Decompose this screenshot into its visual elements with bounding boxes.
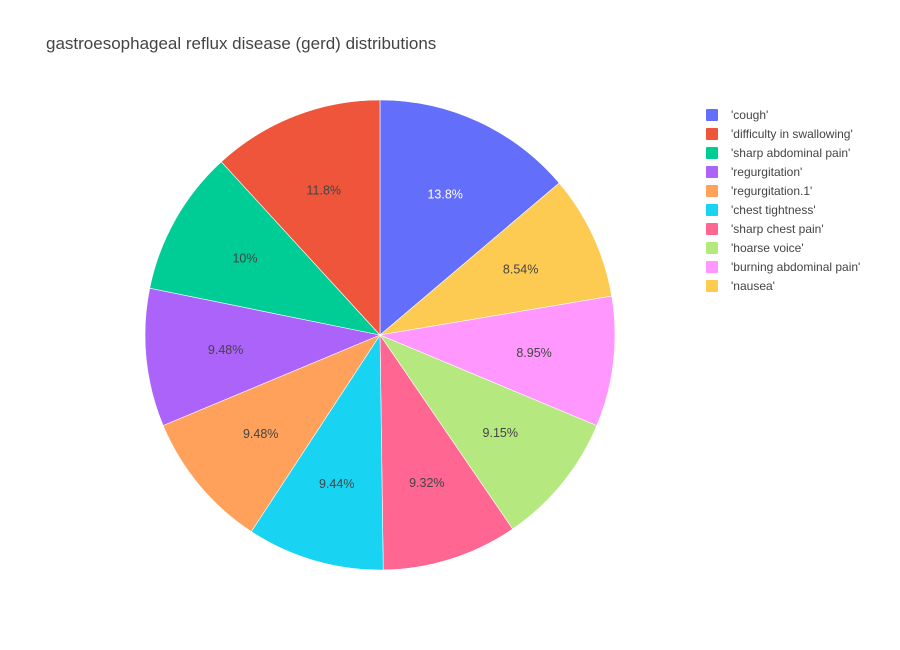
legend-swatch xyxy=(706,279,718,292)
legend-item-6[interactable]: 'sharp chest pain' xyxy=(706,219,860,238)
pie-slice-8[interactable] xyxy=(149,161,381,336)
slice-label-9: 11.8% xyxy=(307,183,342,197)
legend-swatch xyxy=(706,260,718,273)
slice-label-7: 9.48% xyxy=(208,343,243,357)
legend-label: 'difficulty in swallowing' xyxy=(731,126,853,141)
legend-swatch xyxy=(706,165,718,178)
pie-slice-4[interactable] xyxy=(379,334,514,571)
legend-item-1[interactable]: 'difficulty in swallowing' xyxy=(706,124,860,143)
pie-slice-2[interactable] xyxy=(378,295,616,427)
pie-slice-0[interactable] xyxy=(379,99,560,336)
legend-item-8[interactable]: 'burning abdominal pain' xyxy=(706,257,860,276)
slice-label-1: 8.54% xyxy=(503,263,538,277)
legend-swatch xyxy=(706,241,718,254)
legend-label: 'nausea' xyxy=(731,278,775,293)
legend-label: 'regurgitation' xyxy=(731,164,803,179)
slice-label-5: 9.44% xyxy=(319,477,354,491)
legend-label: 'hoarse voice' xyxy=(731,240,804,255)
legend-label: 'burning abdominal pain' xyxy=(731,259,861,274)
legend-item-5[interactable]: 'chest tightness' xyxy=(706,200,860,219)
legend-item-9[interactable]: 'nausea' xyxy=(706,276,860,295)
slice-label-2: 8.95% xyxy=(516,346,551,360)
legend-swatch xyxy=(706,127,718,140)
pie-slice-7[interactable] xyxy=(144,287,382,426)
legend-swatch xyxy=(706,108,718,121)
pie-slice-3[interactable] xyxy=(379,334,598,530)
legend-label: 'chest tightness' xyxy=(731,202,816,217)
legend-swatch xyxy=(706,146,718,159)
legend-label: 'cough' xyxy=(731,107,769,122)
pie-slice-1[interactable] xyxy=(378,182,613,336)
legend-item-0[interactable]: 'cough' xyxy=(706,105,860,124)
chart-title: gastroesophageal reflux disease (gerd) d… xyxy=(46,34,437,53)
pie-slice-6[interactable] xyxy=(162,334,381,533)
pie-slice-9[interactable] xyxy=(220,99,381,336)
legend-label: 'sharp abdominal pain' xyxy=(731,145,851,160)
legend-item-3[interactable]: 'regurgitation' xyxy=(706,162,860,181)
legend-item-2[interactable]: 'sharp abdominal pain' xyxy=(706,143,860,162)
slice-label-8: 10% xyxy=(232,252,257,266)
legend-swatch xyxy=(706,184,718,197)
legend-item-7[interactable]: 'hoarse voice' xyxy=(706,238,860,257)
slice-label-4: 9.32% xyxy=(409,476,444,490)
legend-swatch xyxy=(706,222,718,235)
slice-label-6: 9.48% xyxy=(243,427,278,441)
pie-slice-5[interactable] xyxy=(250,334,384,571)
legend-label: 'regurgitation.1' xyxy=(731,183,813,198)
slice-label-3: 9.15% xyxy=(483,426,518,440)
legend-swatch xyxy=(706,203,718,216)
legend-label: 'sharp chest pain' xyxy=(731,221,824,236)
legend-item-4[interactable]: 'regurgitation.1' xyxy=(706,181,860,200)
legend: 'cough' 'difficulty in swallowing' 'sharp … xyxy=(706,105,860,295)
slice-label-0: 13.8% xyxy=(427,187,462,201)
